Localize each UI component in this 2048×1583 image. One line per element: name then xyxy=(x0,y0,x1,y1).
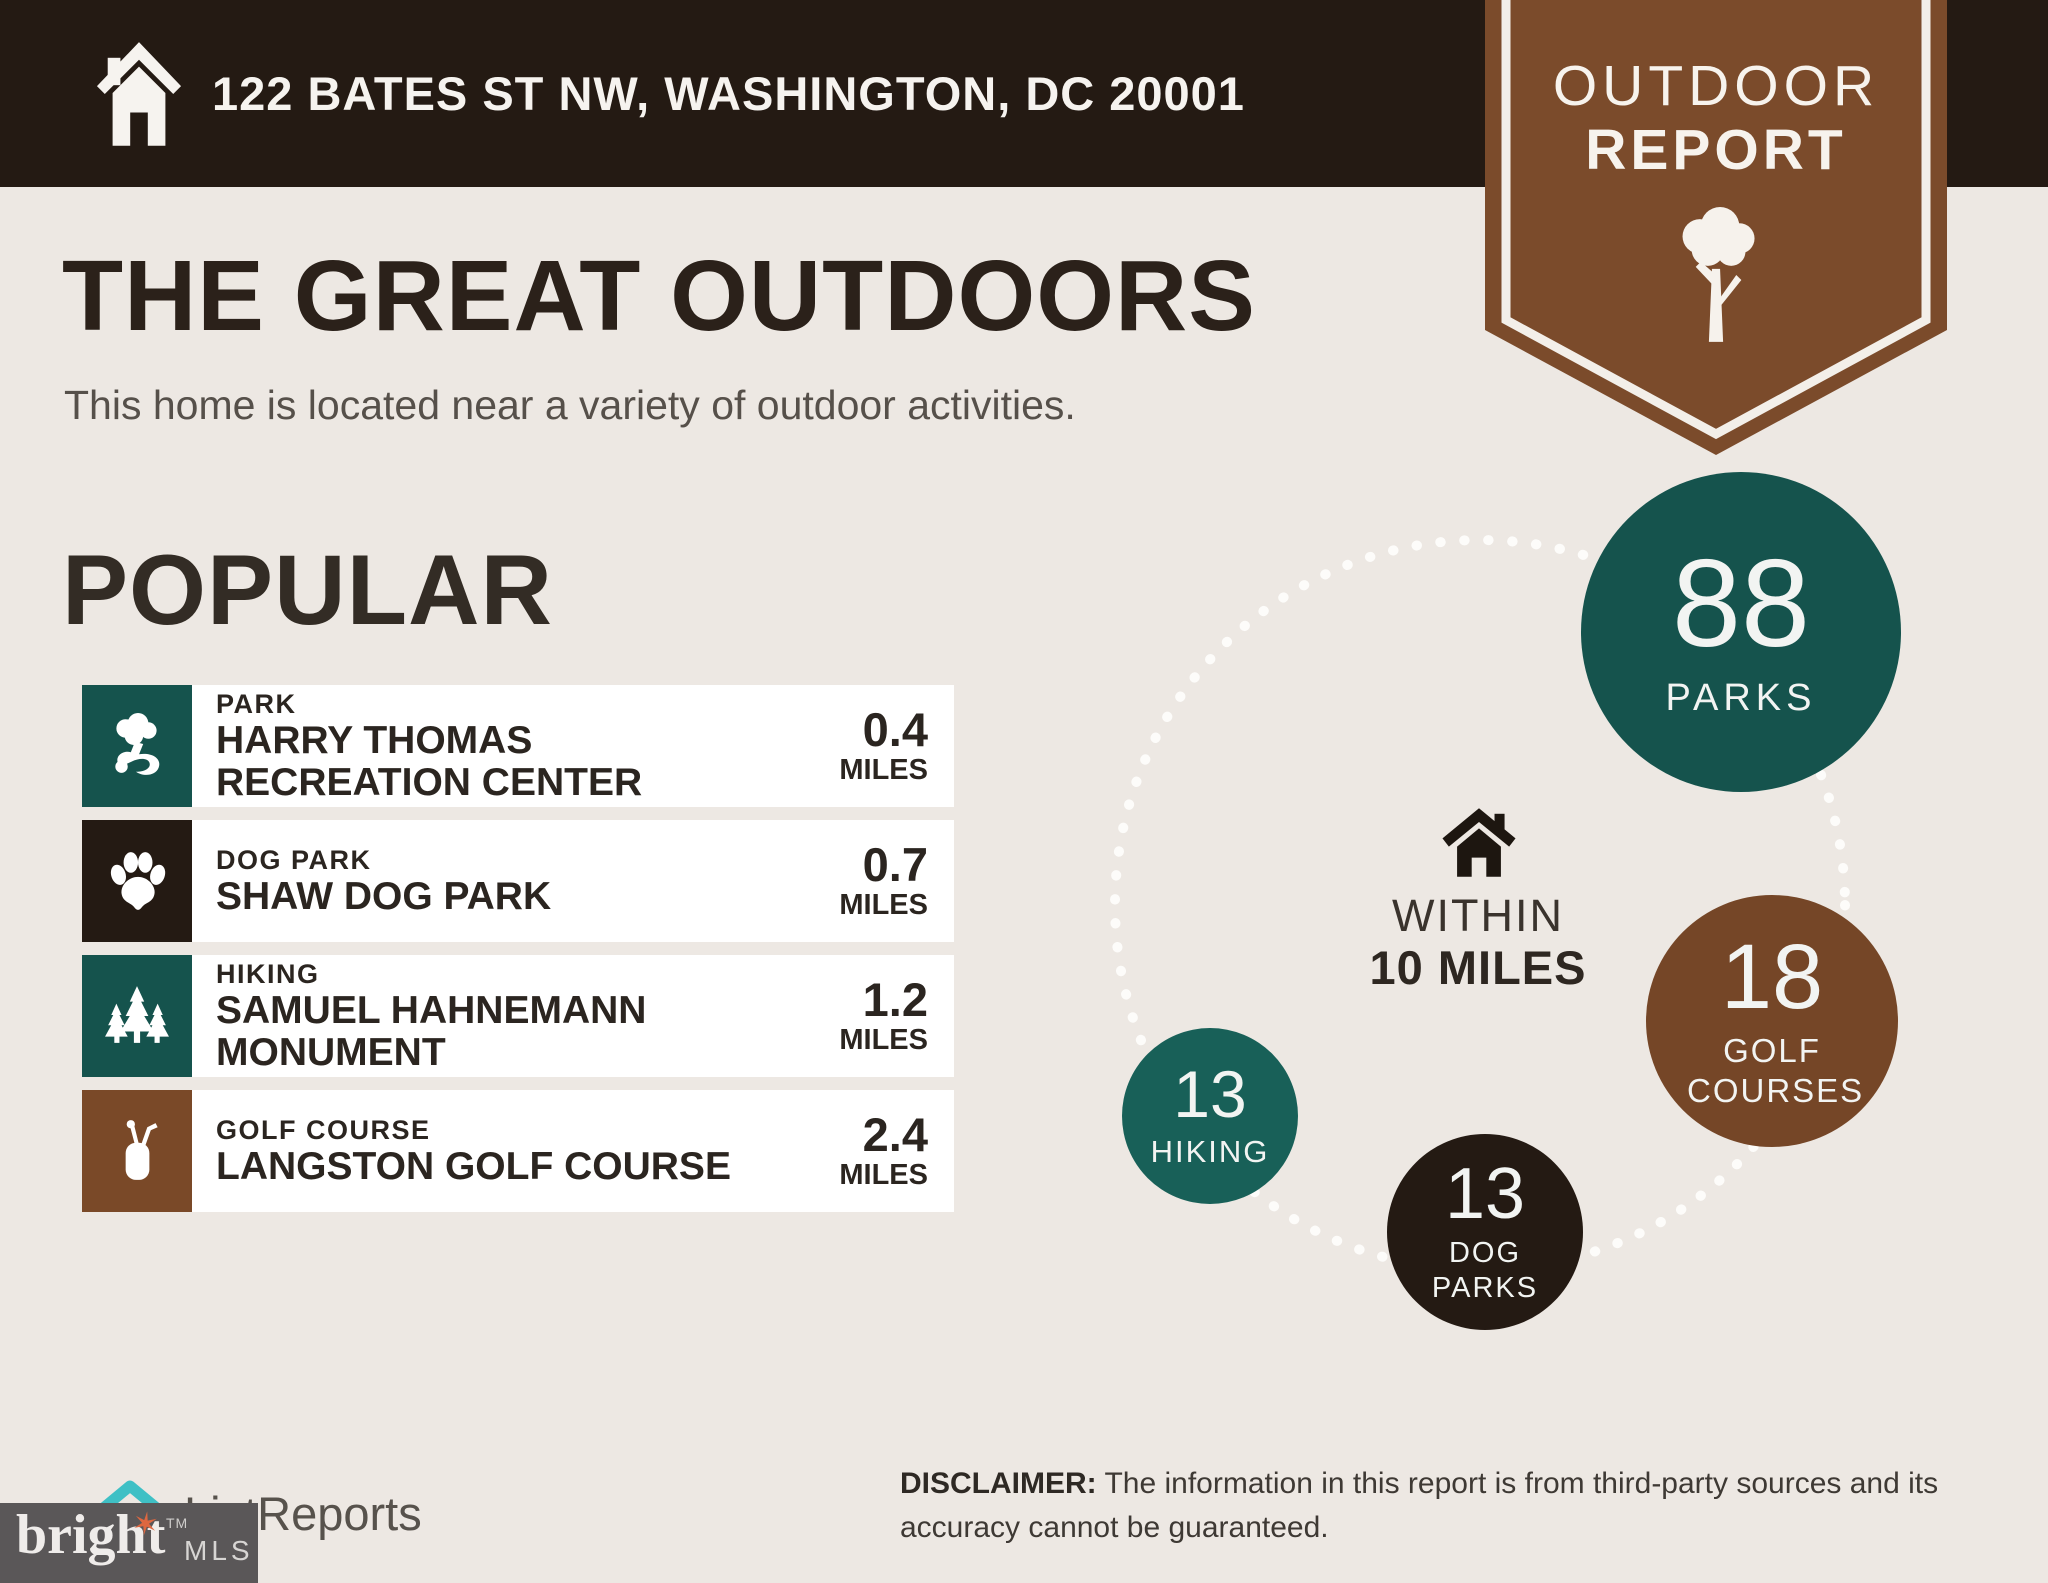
stat-bubble-parks: 88 PARKS xyxy=(1581,472,1901,792)
page-subtitle: This home is located near a variety of o… xyxy=(64,382,1076,428)
category-label: PARK xyxy=(216,688,297,719)
page-title: THE GREAT OUTDOORS xyxy=(62,240,1256,352)
stat-label: HIKING xyxy=(1150,1134,1270,1170)
place-name: SHAW DOG PARK xyxy=(216,874,552,918)
bright-trademark: TM xyxy=(166,1515,189,1531)
park-icon xyxy=(115,713,160,775)
stat-value: 13 xyxy=(1444,1154,1526,1235)
mls-logo-text: MLS xyxy=(184,1535,254,1566)
place-name: HARRY THOMAS RECREATION CENTER xyxy=(216,718,643,804)
list-item-golf: GOLF COURSE LANGSTON GOLF COURSE 2.4 MIL… xyxy=(82,1090,954,1212)
pine-trees-icon xyxy=(105,986,169,1043)
distance-value: 0.4 xyxy=(862,702,928,756)
list-item-dog-park: DOG PARK SHAW DOG PARK 0.7 MILES xyxy=(82,820,954,942)
disclaimer: DISCLAIMER: The information in this repo… xyxy=(900,1462,2020,1549)
distance-value: 0.7 xyxy=(862,837,928,891)
golf-distance: 2.4 MILES xyxy=(788,1090,954,1212)
golf-bag-icon xyxy=(125,1120,158,1180)
golf-text: GOLF COURSE LANGSTON GOLF COURSE xyxy=(192,1090,788,1212)
badge-title-line1: OUTDOOR xyxy=(1552,54,1880,118)
hiking-text: HIKING SAMUEL HAHNEMANN MONUMENT xyxy=(192,955,788,1077)
stat-value: 88 xyxy=(1672,535,1810,674)
category-label: HIKING xyxy=(216,958,320,989)
popular-heading: POPULAR xyxy=(62,534,554,645)
place-name: SAMUEL HAHNEMANN MONUMENT xyxy=(216,988,647,1074)
park-iconbox xyxy=(82,685,192,807)
stat-bubble-hiking: 13 HIKING xyxy=(1122,1028,1298,1204)
distance-unit: MILES xyxy=(839,754,928,786)
stat-value: 13 xyxy=(1173,1057,1247,1132)
stat-bubble-golf-courses: 18 GOLF COURSES xyxy=(1646,895,1898,1147)
distance-unit: MILES xyxy=(839,889,928,921)
paw-icon xyxy=(110,852,166,910)
disclaimer-text: The information in this report is from t… xyxy=(900,1467,1939,1544)
category-label: DOG PARK xyxy=(216,844,372,875)
outdoor-report-badge: OUTDOOR REPORT xyxy=(1485,0,1947,460)
category-label: GOLF COURSE xyxy=(216,1114,431,1145)
stat-bubble-dog-parks: 13 DOG PARKS xyxy=(1387,1134,1583,1330)
dog-park-text: DOG PARK SHAW DOG PARK xyxy=(192,820,788,942)
bright-star-icon: ✶ xyxy=(129,1504,162,1544)
home-icon xyxy=(96,42,182,146)
bright-logo-text: bright xyxy=(16,1504,166,1566)
dog-park-iconbox xyxy=(82,820,192,942)
stat-label: PARKS xyxy=(1665,677,1817,720)
tree-icon xyxy=(1682,207,1755,342)
house-icon xyxy=(1442,808,1516,877)
bright-mls-logo: bright ✶ TM MLS xyxy=(0,1503,258,1583)
list-item-park: PARK HARRY THOMAS RECREATION CENTER 0.4 … xyxy=(82,685,954,807)
popular-list: PARK HARRY THOMAS RECREATION CENTER 0.4 … xyxy=(82,685,954,1225)
park-distance: 0.4 MILES xyxy=(788,685,954,807)
distance-value: 2.4 xyxy=(862,1107,928,1161)
hiking-iconbox xyxy=(82,955,192,1077)
dog-park-distance: 0.7 MILES xyxy=(788,820,954,942)
stat-label: DOG PARKS xyxy=(1431,1237,1539,1304)
list-item-hiking: HIKING SAMUEL HAHNEMANN MONUMENT 1.2 MIL… xyxy=(82,955,954,1077)
property-address: 122 BATES ST NW, WASHINGTON, DC 20001 xyxy=(212,67,1245,120)
stat-value: 18 xyxy=(1720,926,1824,1029)
within-label: WITHIN xyxy=(1392,890,1564,941)
badge-title-line2: REPORT xyxy=(1585,118,1847,182)
golf-iconbox xyxy=(82,1090,192,1212)
stat-label: GOLF COURSES xyxy=(1687,1032,1865,1109)
distance-unit: MILES xyxy=(839,1024,928,1056)
distance-unit: MILES xyxy=(839,1159,928,1191)
place-name: LANGSTON GOLF COURSE xyxy=(216,1144,731,1188)
distance-value: 1.2 xyxy=(862,972,928,1026)
hiking-distance: 1.2 MILES xyxy=(788,955,954,1077)
disclaimer-label: DISCLAIMER: xyxy=(900,1467,1097,1500)
park-text: PARK HARRY THOMAS RECREATION CENTER xyxy=(192,685,788,807)
radius-label: 10 MILES xyxy=(1369,941,1587,994)
